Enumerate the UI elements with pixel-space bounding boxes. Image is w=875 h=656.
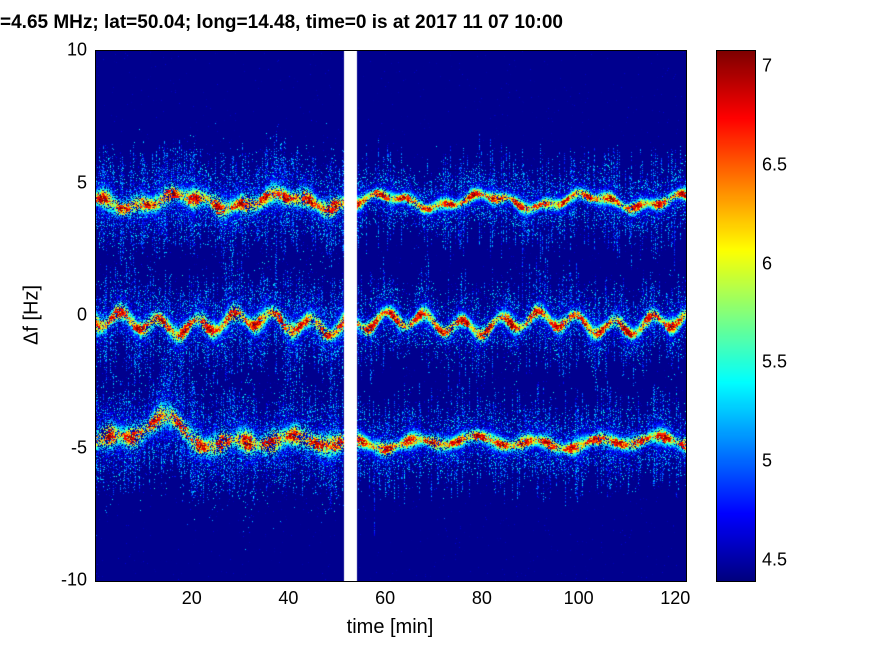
y-tick-label: 10 (66, 39, 87, 60)
x-tick-label: 80 (471, 588, 492, 608)
colorbar-tick-label: 6 (762, 253, 773, 274)
y-tick-label: -5 (70, 437, 87, 457)
colorbar (716, 50, 756, 582)
x-tick-label: 60 (375, 588, 396, 608)
colorbar-tick-label: 5 (762, 450, 773, 471)
x-axis-label: time [min] (346, 616, 434, 638)
spectrogram-plot-area (95, 50, 687, 582)
y-tick-label: -10 (60, 569, 87, 590)
y-tick-label: 5 (76, 172, 87, 192)
colorbar-tick-label: 5.5 (762, 351, 788, 372)
chart-title: =4.65 MHz; lat=50.04; long=14.48, time=0… (0, 12, 563, 33)
x-tick-label: 120 (660, 588, 691, 608)
colorbar-tick-label: 4.5 (762, 549, 788, 570)
colorbar-canvas (717, 51, 755, 581)
x-tick-label: 100 (563, 588, 594, 608)
x-tick-label: 40 (278, 588, 299, 608)
y-tick-label: 0 (76, 304, 87, 325)
spectrogram-canvas (96, 51, 686, 581)
colorbar-tick-label: 7 (762, 55, 773, 76)
colorbar-tick-label: 6.5 (762, 154, 788, 175)
x-tick-label: 20 (181, 588, 202, 608)
